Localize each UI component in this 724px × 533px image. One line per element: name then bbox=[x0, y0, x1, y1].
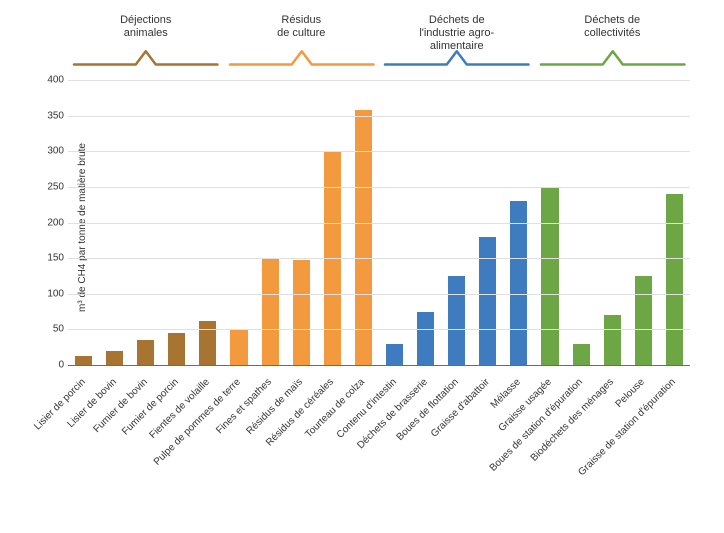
y-tick-label: 200 bbox=[38, 217, 64, 228]
gridline bbox=[68, 151, 690, 152]
x-tick-label: Boues de flottation bbox=[311, 377, 460, 526]
x-axis-line bbox=[68, 365, 690, 366]
gridline bbox=[68, 80, 690, 81]
bar bbox=[199, 321, 216, 365]
bar bbox=[448, 276, 465, 365]
x-tick-label: Fientes de volaille bbox=[63, 377, 212, 526]
group-brace bbox=[68, 48, 224, 70]
x-tick-label: Déchets de brasserie bbox=[280, 377, 429, 526]
group-header: Déjections animales bbox=[68, 14, 224, 40]
bar bbox=[479, 237, 496, 365]
group-brace bbox=[379, 48, 535, 70]
bar bbox=[230, 329, 247, 365]
y-tick-label: 50 bbox=[38, 324, 64, 335]
x-tick-label: Pelouse bbox=[498, 377, 647, 526]
bar bbox=[635, 276, 652, 365]
x-tick-label: Graisse de station d'épuration bbox=[529, 377, 678, 526]
y-tick-label: 300 bbox=[38, 146, 64, 157]
bar bbox=[75, 356, 92, 365]
bar bbox=[168, 333, 185, 365]
bar bbox=[106, 351, 123, 365]
ch4-by-feedstock-chart: m³ de CH4 par tonne de matière brute 050… bbox=[0, 0, 724, 533]
gridline bbox=[68, 329, 690, 330]
gridline bbox=[68, 223, 690, 224]
x-tick-label: Graisse d'abattoir bbox=[343, 377, 492, 526]
plot-area bbox=[68, 80, 690, 365]
y-tick-label: 250 bbox=[38, 181, 64, 192]
gridline bbox=[68, 294, 690, 295]
group-brace bbox=[535, 48, 691, 70]
y-tick-label: 0 bbox=[38, 360, 64, 371]
bar bbox=[386, 344, 403, 365]
y-tick-label: 400 bbox=[38, 75, 64, 86]
x-tick-label: Résidus de céréales bbox=[187, 377, 336, 526]
group-brace bbox=[224, 48, 380, 70]
x-tick-label: Contenu d'intestin bbox=[249, 377, 398, 526]
bar bbox=[137, 340, 154, 365]
gridline bbox=[68, 187, 690, 188]
y-tick-label: 100 bbox=[38, 288, 64, 299]
y-tick-label: 350 bbox=[38, 110, 64, 121]
group-header: Résidus de culture bbox=[224, 14, 380, 40]
bar bbox=[541, 187, 558, 365]
bar bbox=[355, 110, 372, 365]
x-tick-label: Mélasse bbox=[374, 377, 523, 526]
bar bbox=[573, 344, 590, 365]
x-tick-label: Tourteau de colza bbox=[218, 377, 367, 526]
x-tick-label: Fumier de bovin bbox=[0, 377, 149, 526]
x-tick-label: Fumier de porcin bbox=[32, 377, 181, 526]
bar bbox=[293, 260, 310, 365]
bar bbox=[666, 194, 683, 365]
bar bbox=[262, 258, 279, 365]
bar bbox=[604, 315, 621, 365]
gridline bbox=[68, 258, 690, 259]
bar bbox=[510, 201, 527, 365]
bar bbox=[417, 312, 434, 365]
y-tick-label: 150 bbox=[38, 253, 64, 264]
group-header: Déchets de collectivités bbox=[535, 14, 691, 40]
gridline bbox=[68, 116, 690, 117]
